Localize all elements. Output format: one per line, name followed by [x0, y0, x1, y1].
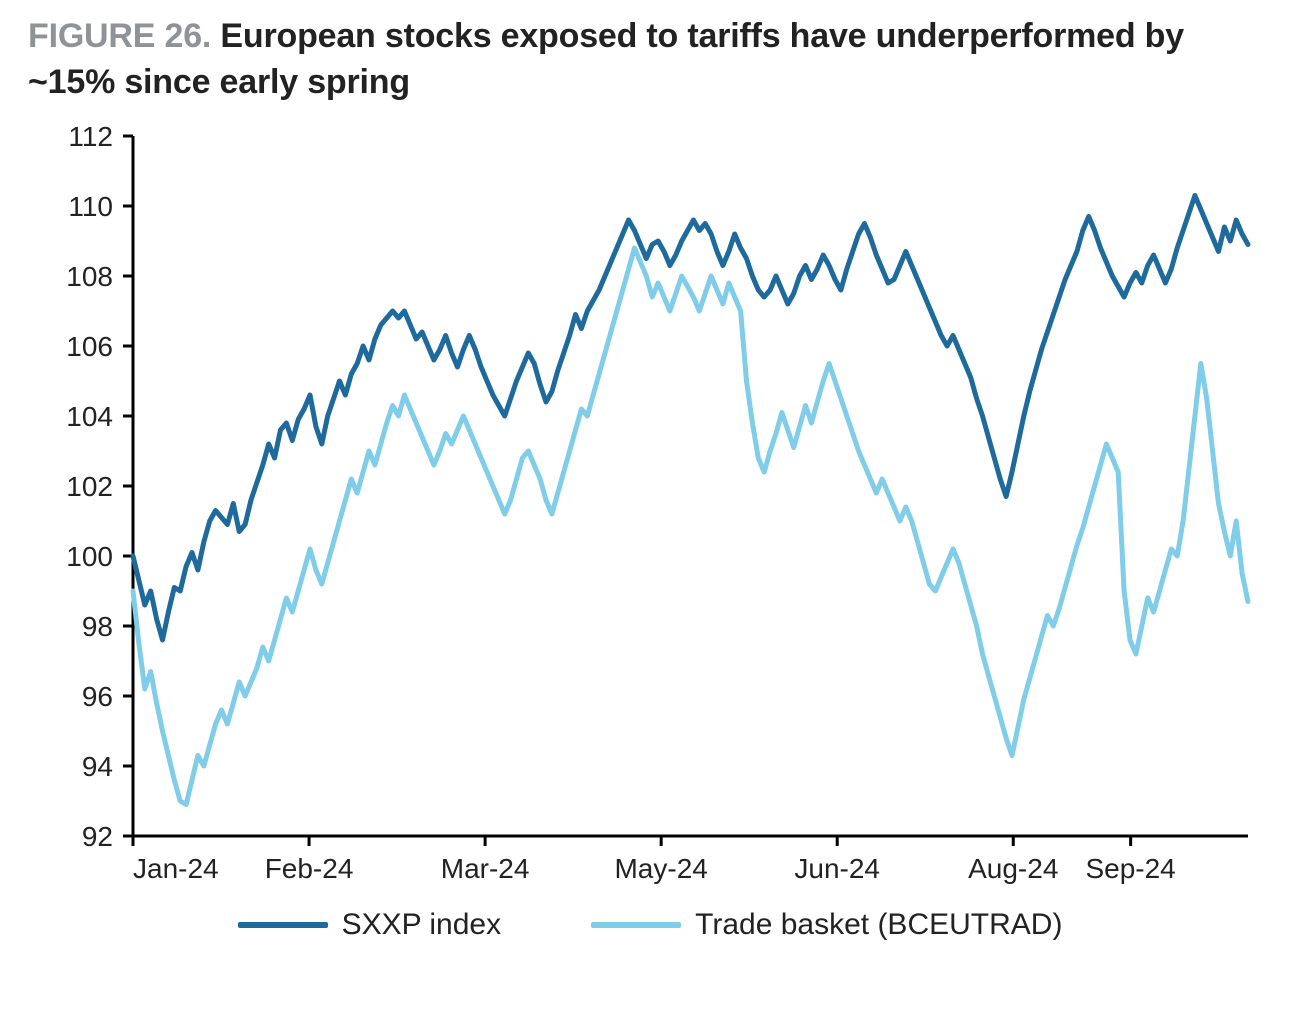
svg-text:108: 108 [66, 261, 113, 292]
svg-text:102: 102 [66, 471, 113, 502]
chart-legend: SXXP index Trade basket (BCEUTRAD) [28, 908, 1272, 942]
svg-text:Aug-24: Aug-24 [968, 853, 1058, 884]
legend-item-sxxp: SXXP index [238, 908, 502, 942]
svg-text:98: 98 [82, 611, 113, 642]
svg-text:May-24: May-24 [614, 853, 707, 884]
figure-title: FIGURE 26. European stocks exposed to ta… [28, 14, 1272, 106]
legend-label-sxxp: SXXP index [342, 908, 502, 942]
svg-text:106: 106 [66, 331, 113, 362]
svg-text:Jan-24: Jan-24 [133, 853, 219, 884]
legend-label-trade: Trade basket (BCEUTRAD) [695, 908, 1062, 942]
line-chart: 92 94 96 98 100 102 104 106 108 110 112 Jan-24 Feb-2… [28, 116, 1268, 896]
svg-text:Mar-24: Mar-24 [441, 853, 530, 884]
legend-item-trade: Trade basket (BCEUTRAD) [591, 908, 1062, 942]
svg-text:94: 94 [82, 751, 113, 782]
figure-container: FIGURE 26. European stocks exposed to ta… [0, 0, 1300, 1016]
svg-text:104: 104 [66, 401, 113, 432]
svg-text:Jun-24: Jun-24 [794, 853, 880, 884]
svg-text:112: 112 [68, 121, 113, 152]
svg-text:92: 92 [82, 821, 113, 852]
svg-text:Feb-24: Feb-24 [265, 853, 354, 884]
svg-text:110: 110 [68, 191, 113, 222]
svg-text:96: 96 [82, 681, 113, 712]
legend-swatch-sxxp [238, 922, 328, 928]
figure-number: FIGURE 26. [28, 17, 211, 55]
legend-swatch-trade [591, 922, 681, 928]
svg-text:Sep-24: Sep-24 [1085, 853, 1175, 884]
chart-svg: 92 94 96 98 100 102 104 106 108 110 112 Jan-24 Feb-2… [28, 116, 1268, 896]
svg-text:100: 100 [66, 541, 113, 572]
